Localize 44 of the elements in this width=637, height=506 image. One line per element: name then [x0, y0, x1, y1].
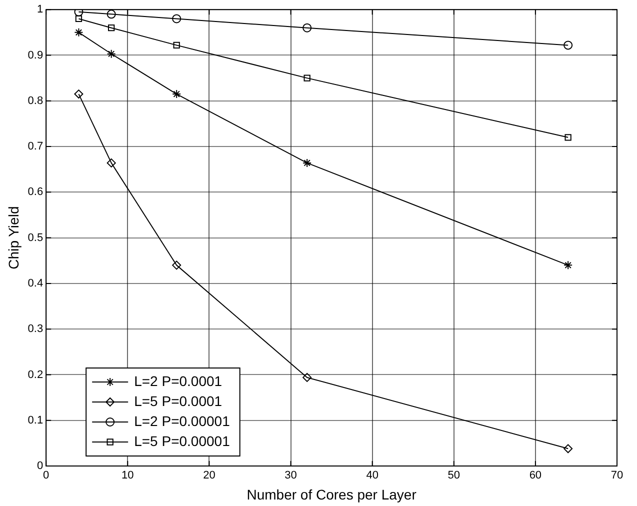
x-tick-label: 50	[448, 470, 460, 482]
x-tick-label: 60	[529, 470, 542, 482]
point	[106, 49, 116, 58]
point	[564, 134, 572, 141]
legend-label: L=5 P=0.0001	[134, 392, 222, 409]
point	[302, 372, 312, 382]
point	[106, 10, 116, 19]
point	[564, 40, 573, 50]
y-tick-label: 0.8	[28, 94, 44, 107]
point	[564, 260, 573, 270]
point	[108, 24, 115, 32]
point	[564, 444, 573, 454]
point	[302, 158, 312, 168]
y-tick-label: 0.3	[28, 323, 44, 336]
y-tick-label: 0.6	[28, 186, 44, 198]
point	[74, 10, 84, 16]
point	[172, 14, 182, 24]
point	[172, 90, 182, 99]
y-tick-label: 0.1	[28, 414, 44, 426]
point	[74, 28, 84, 37]
y-tick-label: 0	[36, 460, 44, 472]
point	[302, 23, 312, 32]
point	[106, 158, 116, 168]
x-axis-title: Number of Cores per Layer	[246, 486, 417, 502]
y-tick-label: 0.5	[28, 232, 44, 244]
point	[173, 42, 180, 49]
x-tick-label: 20	[203, 470, 216, 482]
y-tick-label: 0.9	[28, 49, 44, 62]
x-tick-label: 70	[610, 470, 624, 482]
point	[74, 90, 84, 99]
y-tick-label: 1	[36, 4, 44, 16]
legend-label: L=2 P=0.00001	[134, 412, 230, 429]
y-tick-label: 0.2	[28, 368, 44, 381]
y-tick-label: 0.4	[28, 277, 44, 290]
legend-label: L=2 P=0.0001	[134, 372, 222, 389]
point	[304, 74, 310, 82]
x-tick-label: 10	[122, 470, 134, 482]
y-axis-title: Chip Yield	[5, 206, 22, 270]
point	[75, 15, 82, 22]
y-tick-label: 0.7	[28, 140, 44, 153]
legend-label: L=5 P=0.00001	[134, 432, 230, 449]
x-tick-label: 40	[366, 470, 378, 482]
x-tick-label: 30	[284, 470, 297, 482]
point	[172, 260, 182, 270]
